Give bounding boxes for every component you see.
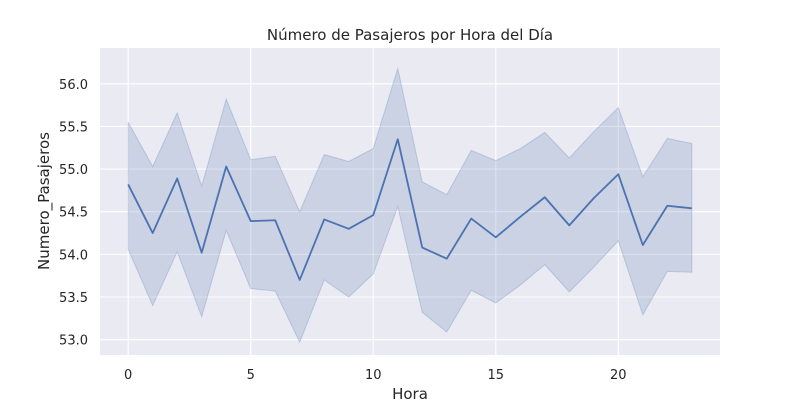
- series-line-group: [127, 138, 692, 281]
- y-axis-label: Numero_Pasajeros: [35, 132, 54, 270]
- x-tick-label: 5: [247, 368, 255, 383]
- chart-title: Número de Pasajeros por Hora del Día: [267, 26, 553, 44]
- x-tick-labels: 0 5 10 15 20: [124, 368, 627, 383]
- y-tick-label: 56.0: [59, 78, 88, 93]
- confidence-band-area: [127, 66, 693, 344]
- y-tick-label: 55.5: [59, 120, 88, 135]
- grid-lines: [100, 48, 720, 355]
- plot-background: [100, 48, 720, 355]
- x-tick-label: 15: [487, 368, 504, 383]
- x-tick-label: 10: [365, 368, 382, 383]
- confidence-band: [127, 66, 693, 344]
- y-tick-labels: 53.0 53.5 54.0 54.5 55.0 55.5 56.0: [59, 78, 88, 349]
- x-axis-label: Hora: [392, 385, 428, 400]
- y-tick-label: 54.0: [59, 248, 88, 263]
- y-tick-label: 53.5: [59, 291, 88, 306]
- y-tick-label: 53.0: [59, 334, 88, 349]
- x-tick-label: 20: [610, 368, 627, 383]
- y-tick-label: 55.0: [59, 163, 88, 178]
- y-tick-label: 54.5: [59, 206, 88, 221]
- x-tick-label: 0: [124, 368, 132, 383]
- series-line: [127, 138, 692, 281]
